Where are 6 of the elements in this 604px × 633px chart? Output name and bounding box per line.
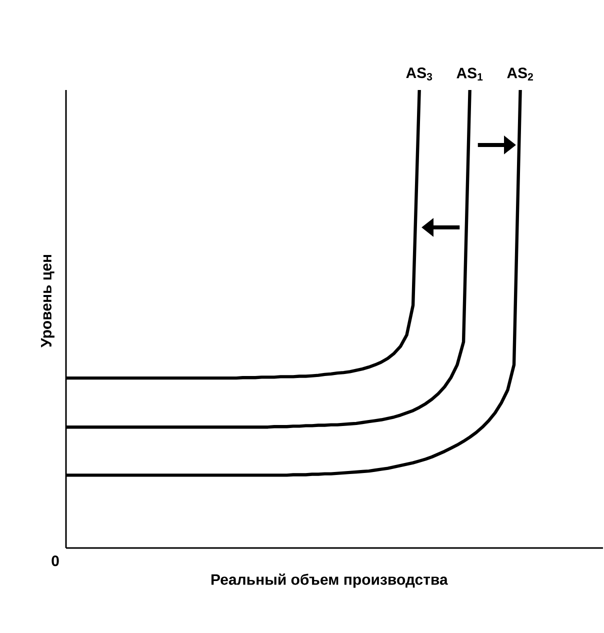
- y-axis-title: Уровень цен: [41, 254, 55, 348]
- series-label: AS$_{2}$: [507, 68, 534, 80]
- series-label: AS$_{1}$: [456, 68, 483, 80]
- text: 0: [52, 556, 59, 566]
- series-label: AS$_{3}$: [406, 68, 432, 80]
- x-axis-title: Реальный объем производства: [212, 574, 448, 588]
